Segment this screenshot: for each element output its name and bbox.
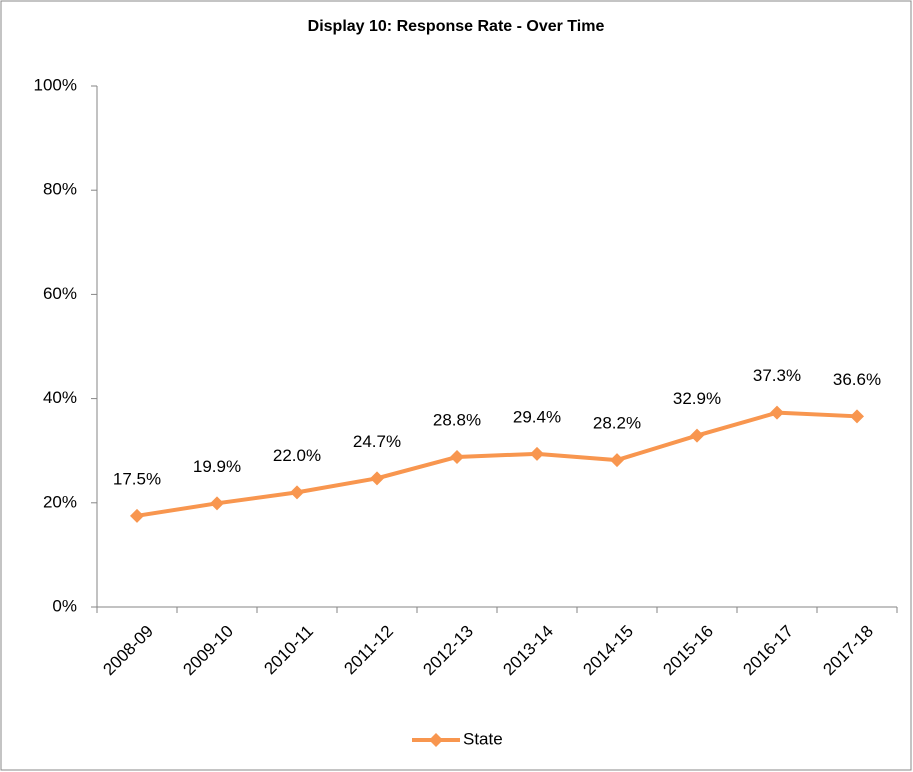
data-point: [290, 485, 304, 500]
data-point: [210, 496, 224, 511]
data-point: [130, 508, 144, 523]
data-label: 22.0%: [273, 446, 321, 465]
legend-label: State: [463, 729, 503, 748]
data-label: 24.7%: [353, 432, 401, 451]
data-label: 32.9%: [673, 389, 721, 408]
data-label: 36.6%: [833, 370, 881, 389]
data-label: 29.4%: [513, 407, 561, 426]
y-tick-label: 80%: [43, 180, 77, 199]
data-point: [770, 405, 784, 420]
data-label: 17.5%: [113, 469, 161, 488]
y-tick-label: 40%: [43, 388, 77, 407]
data-point: [690, 428, 704, 443]
data-label: 28.8%: [433, 410, 481, 429]
data-label: 19.9%: [193, 457, 241, 476]
chart-title: Display 10: Response Rate - Over Time: [308, 18, 605, 35]
data-point: [450, 449, 464, 464]
data-point: [610, 453, 624, 468]
data-point: [370, 471, 384, 486]
series-line: [136, 410, 858, 518]
data-label: 37.3%: [753, 366, 801, 385]
data-point: [850, 409, 864, 424]
legend-marker: [429, 733, 443, 747]
y-tick-label: 60%: [43, 284, 77, 303]
data-point: [530, 446, 544, 461]
data-label: 28.2%: [593, 414, 641, 433]
y-tick-label: 100%: [34, 75, 77, 94]
y-tick-label: 20%: [43, 492, 77, 511]
y-tick-label: 0%: [52, 596, 77, 615]
